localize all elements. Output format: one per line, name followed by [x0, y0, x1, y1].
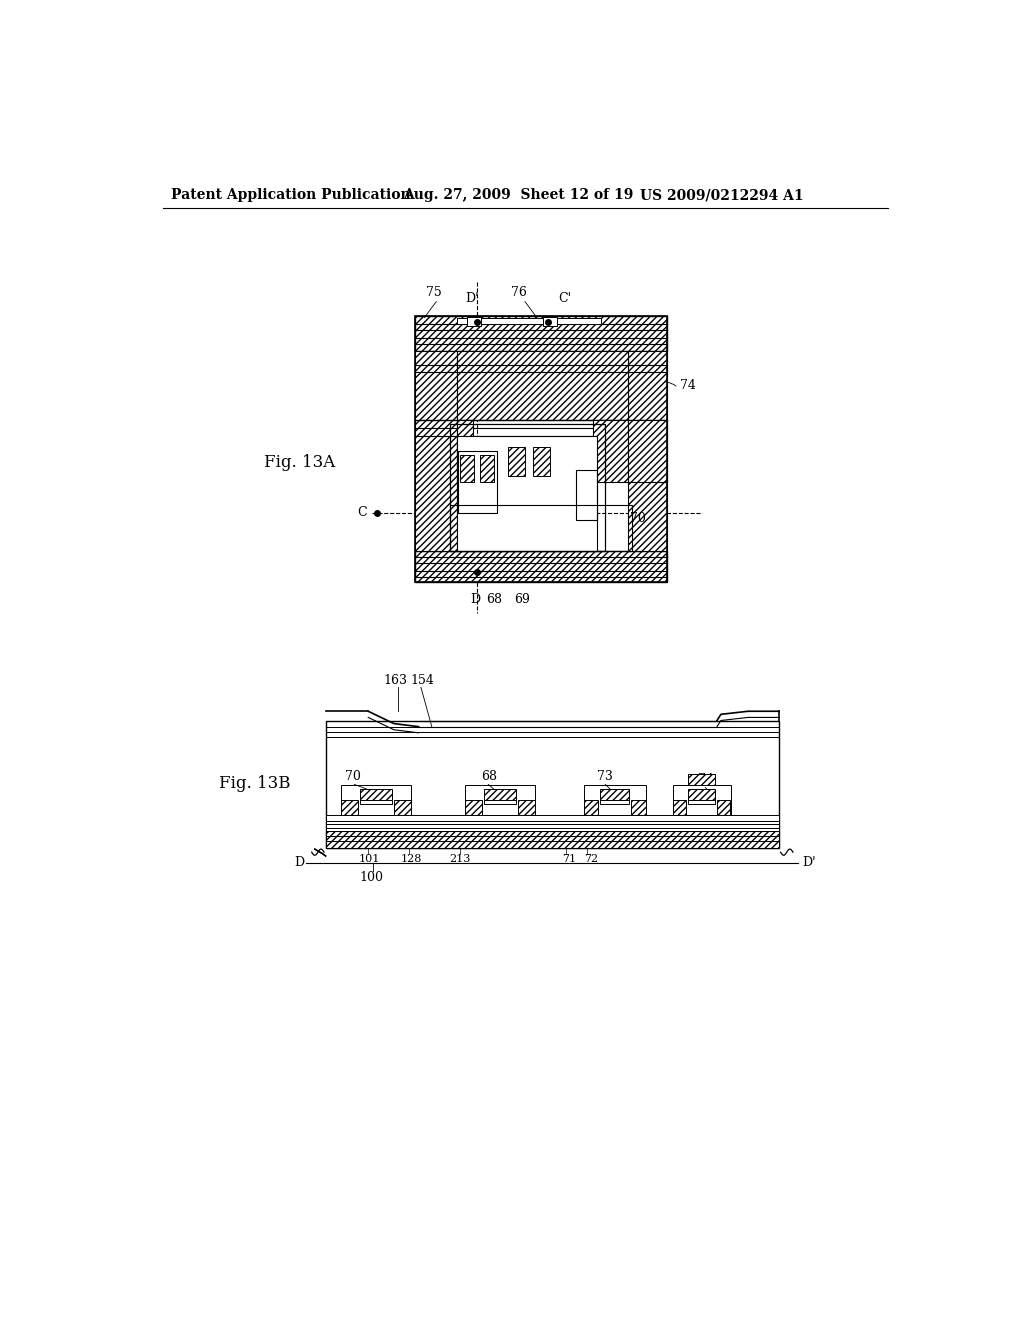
Bar [687, 800, 716, 804]
Bar [673, 785, 731, 816]
Bar [326, 721, 779, 847]
Text: 69: 69 [514, 594, 529, 606]
Bar [465, 800, 482, 816]
Bar [483, 800, 516, 804]
Bar [394, 800, 411, 816]
Bar [326, 821, 779, 825]
Bar [543, 317, 557, 326]
Text: 101: 101 [359, 854, 380, 863]
Bar [341, 800, 358, 816]
Text: D': D' [802, 857, 816, 870]
Bar [717, 800, 730, 816]
Bar [467, 317, 480, 326]
Bar [584, 800, 598, 816]
Text: 74: 74 [697, 774, 714, 785]
Text: 71: 71 [562, 854, 577, 863]
Bar [341, 785, 411, 816]
Bar [673, 800, 686, 816]
Bar [593, 420, 628, 482]
Text: D: D [471, 594, 480, 606]
Bar [415, 317, 667, 351]
Text: 213: 213 [450, 854, 471, 863]
Text: 154: 154 [411, 675, 435, 688]
Bar [326, 816, 779, 821]
Text: C': C' [558, 292, 571, 305]
Bar [450, 506, 632, 552]
Bar [600, 789, 630, 800]
Bar [458, 451, 497, 512]
Text: 73: 73 [597, 770, 612, 783]
Bar [483, 789, 516, 800]
Bar [687, 775, 716, 785]
Bar [687, 789, 716, 800]
Bar [600, 800, 630, 804]
Bar [518, 800, 535, 816]
Text: 68: 68 [480, 770, 497, 783]
Bar [359, 800, 392, 804]
Bar [326, 825, 779, 830]
Bar [480, 455, 494, 482]
Bar [458, 318, 601, 323]
Bar [450, 424, 604, 552]
Text: Fig. 13B: Fig. 13B [219, 775, 291, 792]
Bar [415, 317, 667, 582]
Bar [532, 447, 550, 477]
Bar [584, 785, 646, 816]
Text: Patent Application Publication: Patent Application Publication [171, 189, 411, 202]
Text: D': D' [465, 292, 479, 305]
Bar [461, 455, 474, 482]
Bar [508, 447, 524, 477]
Text: 163: 163 [384, 675, 408, 688]
Text: 73: 73 [630, 453, 646, 465]
Text: 100: 100 [359, 871, 383, 883]
Bar [628, 420, 667, 482]
Text: 74: 74 [680, 379, 695, 392]
Bar [415, 552, 667, 582]
Text: C: C [357, 506, 367, 519]
Text: 75: 75 [426, 286, 442, 300]
Bar [458, 436, 597, 552]
Text: D: D [294, 857, 304, 870]
Text: Aug. 27, 2009  Sheet 12 of 19: Aug. 27, 2009 Sheet 12 of 19 [403, 189, 634, 202]
Text: 76: 76 [511, 286, 526, 300]
Text: 70: 70 [630, 512, 646, 525]
Text: 72: 72 [584, 854, 598, 863]
Text: 128: 128 [400, 854, 422, 863]
Bar [458, 351, 628, 420]
Text: US 2009/0212294 A1: US 2009/0212294 A1 [640, 189, 803, 202]
Bar [575, 470, 597, 520]
Bar [465, 785, 535, 816]
Text: 70: 70 [345, 770, 360, 783]
Bar [326, 830, 779, 847]
Bar [631, 800, 646, 816]
Bar [458, 420, 473, 482]
Bar [415, 351, 458, 552]
Text: Fig. 13A: Fig. 13A [263, 454, 335, 471]
Text: 68: 68 [486, 594, 502, 606]
Bar [359, 789, 392, 800]
Bar [628, 351, 667, 552]
